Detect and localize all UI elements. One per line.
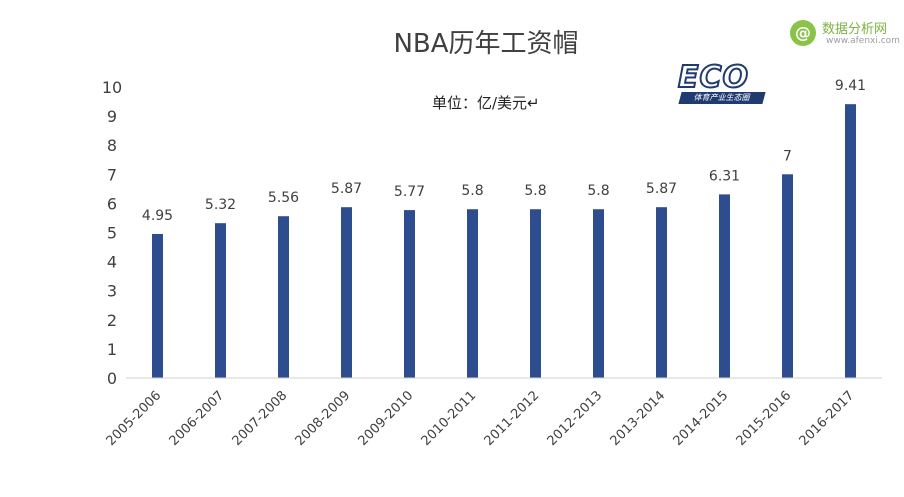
y-tick-label: 7: [107, 165, 117, 184]
x-tick-label: 2012-2013: [545, 388, 606, 449]
eco-logo: ECO 体育产业生态圈: [672, 60, 776, 106]
data-label: 5.8: [587, 183, 609, 199]
data-label: 5.87: [646, 181, 677, 197]
bar: [278, 216, 289, 378]
y-tick-label: 6: [107, 194, 117, 213]
y-tick-label: 1: [107, 340, 117, 359]
bar: [530, 209, 541, 378]
x-tick-label: 2013-2014: [608, 388, 669, 449]
data-label: 5.32: [205, 197, 236, 213]
bar: [341, 207, 352, 378]
watermark-name: 数据分析网: [822, 22, 888, 37]
eco-logo-subtitle: 体育产业生态圈: [678, 92, 766, 104]
x-tick-label: 2009-2010: [356, 388, 417, 449]
data-label: 5.77: [394, 184, 425, 200]
y-tick-label: 10: [102, 78, 122, 97]
y-axis: 0 1 2 3 4 5 6 7 8 9 10: [102, 78, 122, 388]
x-tick-label: 2016-2017: [797, 388, 858, 449]
bar: [656, 207, 667, 378]
bar: [215, 223, 226, 378]
x-axis: 2005-2006 2006-2007 2007-2008 2008-2009 2009…: [104, 377, 882, 449]
y-tick-label: 0: [107, 369, 117, 388]
y-tick-label: 2: [107, 311, 117, 330]
bar: [593, 209, 604, 378]
data-labels: 4.95 5.32 5.56 5.87 5.77 5.8 5.8 5.8 5.87 6.31 7 9.…: [142, 78, 866, 224]
bar: [719, 194, 730, 378]
x-tick-label: 2014-2015: [671, 388, 732, 449]
watermark-url: www.afenxi.com: [826, 36, 900, 46]
y-tick-label: 8: [107, 136, 117, 155]
x-tick-label: 2010-2011: [419, 388, 480, 449]
y-tick-label: 3: [107, 282, 117, 301]
chart-title: NBA历年工资帽: [393, 29, 578, 59]
data-label: 9.41: [835, 78, 866, 94]
y-tick-label: 5: [107, 224, 117, 243]
y-tick-label: 9: [107, 107, 117, 126]
eco-logo-word: ECO: [677, 60, 750, 95]
watermark: @ 数据分析网 www.afenxi.com: [790, 16, 900, 52]
data-label: 5.8: [524, 183, 546, 199]
data-label: 5.8: [461, 183, 483, 199]
data-label: 4.95: [142, 208, 173, 224]
y-tick-label: 4: [107, 253, 117, 272]
x-tick-label: 2006-2007: [167, 388, 228, 449]
data-label: 6.31: [709, 168, 740, 184]
x-tick-label: 2008-2009: [293, 388, 354, 449]
bar: [404, 210, 415, 378]
bar-series: [152, 104, 856, 378]
bar: [782, 174, 793, 378]
watermark-at-icon: @: [790, 20, 816, 46]
bar: [152, 233, 163, 378]
data-label: 5.87: [331, 181, 362, 197]
unit-note: 单位：亿/美元↵: [432, 94, 540, 112]
data-label: 5.56: [268, 190, 299, 206]
x-tick-label: 2005-2006: [104, 388, 165, 449]
bar: [467, 209, 478, 378]
x-tick-label: 2007-2008: [230, 388, 291, 449]
data-label: 7: [783, 148, 792, 164]
x-tick-label: 2011-2012: [482, 388, 543, 449]
bar: [845, 104, 856, 378]
x-tick-label: 2015-2016: [734, 388, 795, 449]
